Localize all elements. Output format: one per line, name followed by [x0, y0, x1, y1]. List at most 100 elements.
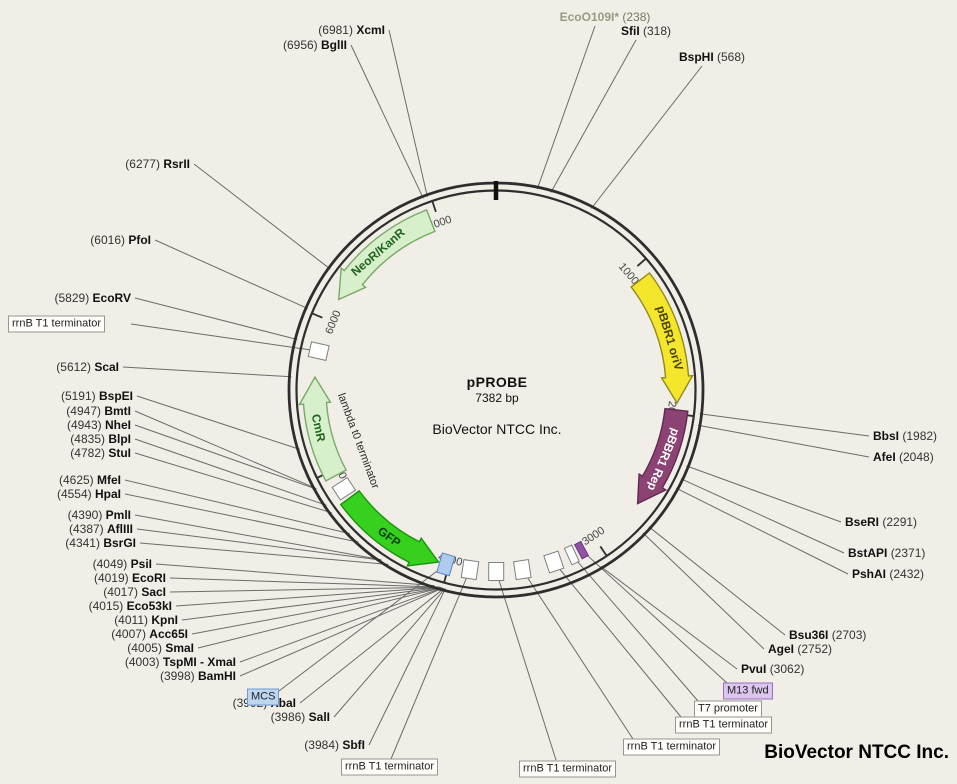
enzyme-name: SfiI	[620, 24, 640, 38]
enzyme-position: (4390)	[67, 508, 103, 522]
enzyme-name: BamHI	[197, 669, 236, 683]
enzyme-position: (4625)	[58, 473, 94, 487]
region-label-m13-fwd: M13 fwd	[723, 682, 773, 700]
enzyme-name: PvuI	[741, 662, 767, 676]
enzyme-name: BstAPI	[848, 546, 888, 560]
site-label-psii: (4049) PsiI	[93, 557, 152, 571]
tick-mark-6000	[311, 312, 323, 319]
enzyme-name: PfoI	[128, 233, 151, 247]
enzyme-name: Acc65I	[149, 627, 188, 641]
leader-line	[536, 25, 596, 190]
leader-line	[155, 563, 435, 587]
enzyme-name: EcoO109I*	[559, 10, 620, 24]
leader-line	[169, 577, 440, 588]
enzyme-position: (4782)	[70, 446, 105, 460]
leader-line	[675, 487, 849, 575]
region-label-rrnb-t1-terminator: rrnB T1 terminator	[8, 315, 106, 333]
leader-line	[134, 514, 382, 561]
enzyme-position: (1982)	[902, 429, 938, 443]
marker-rrnb-t1-terminator	[513, 559, 532, 581]
leader-line	[193, 163, 331, 270]
enzyme-position: (3998)	[159, 669, 195, 683]
feature-arrow-pbbr1-oriv	[630, 272, 694, 405]
site-label-eco53ki: (4015) Eco53kI	[89, 599, 172, 613]
site-label-bamhi: (3998) BamHI	[160, 669, 236, 683]
site-label-pmli: (4390) PmlI	[68, 508, 131, 522]
site-label-scai: (5612) ScaI	[56, 360, 119, 374]
plasmid-size: 7382 bp	[475, 391, 519, 405]
marker-m13-fwd	[573, 540, 590, 560]
enzyme-position: (4017)	[103, 585, 138, 599]
enzyme-position: (4019)	[93, 571, 129, 585]
leader-line	[136, 528, 382, 561]
site-label-pfoi: (6016) PfoI	[90, 233, 151, 247]
enzyme-position: (4003)	[124, 655, 160, 669]
region-label-t7-promoter: T7 promoter	[694, 700, 762, 718]
leader-line	[134, 424, 317, 490]
site-label-ecori: (4019) EcoRI	[94, 571, 166, 585]
enzyme-name: BglII	[321, 38, 347, 52]
enzyme-name: XcmI	[356, 23, 385, 37]
marker-t7-promoter	[563, 544, 580, 566]
enzyme-name: PmlI	[105, 508, 131, 522]
site-label-blpi: (4835) BlpI	[70, 432, 131, 446]
site-label-bsu36i: Bsu36I (2703)	[789, 628, 866, 642]
leader-line	[350, 44, 424, 199]
leader-line	[697, 424, 870, 458]
enzyme-position: (6981)	[318, 23, 353, 37]
enzyme-position: (2703)	[831, 628, 867, 642]
site-label-sbfi: (3984) SbfI	[304, 738, 365, 752]
leader-line	[139, 542, 389, 565]
enzyme-name: BmtI	[104, 404, 131, 418]
marker-lambda-t0-terminator	[331, 476, 357, 501]
enzyme-name: AgeI	[768, 642, 795, 656]
enzyme-position: (568)	[717, 50, 746, 64]
tick-mark-3000	[599, 545, 608, 557]
enzyme-position: (4015)	[88, 599, 124, 613]
site-label-pvui: PvuI (3062)	[741, 662, 804, 676]
enzyme-position: (4387)	[68, 522, 104, 536]
enzyme-position: (4947)	[66, 404, 101, 418]
enzyme-name: MfeI	[97, 473, 121, 487]
enzyme-position: (4835)	[70, 432, 105, 446]
enzyme-position: (2291)	[882, 515, 918, 529]
enzyme-name: NheI	[104, 418, 131, 432]
site-label-nhei: (4943) NheI	[67, 418, 131, 432]
leader-line	[239, 587, 444, 677]
leader-line	[553, 561, 682, 718]
leader-line	[699, 413, 870, 437]
site-label-bsphi: BspHI (568)	[679, 50, 745, 64]
enzyme-name: ScaI	[94, 360, 119, 374]
region-label-rrnb-t1-terminator: rrnB T1 terminator	[341, 758, 439, 776]
leader-line	[124, 479, 350, 535]
enzyme-name: SmaI	[165, 641, 194, 655]
enzyme-position: (4005)	[127, 641, 162, 655]
enzyme-position: (3984)	[304, 738, 339, 752]
enzyme-name: SacI	[141, 585, 166, 599]
enzyme-name: TspMI - XmaI	[162, 655, 236, 669]
site-label-ecorv: (5829) EcoRV	[55, 291, 132, 305]
leader-line	[600, 565, 738, 670]
site-label-afei: AfeI (2048)	[873, 450, 934, 464]
leader-line	[648, 526, 786, 636]
leader-line	[590, 65, 703, 209]
enzyme-name: BspEI	[98, 389, 133, 403]
site-label-acc65i: (4007) Acc65I	[111, 627, 188, 641]
site-label-bglii: (6956) BglII	[283, 38, 347, 52]
leader-line	[181, 586, 441, 621]
site-label-xcmi: (6981) XcmI	[318, 23, 385, 37]
site-label-bseri: BseRI (2291)	[845, 515, 917, 529]
enzyme-name: PsiI	[130, 557, 152, 571]
leader-line	[495, 571, 557, 761]
feature-label-cmr: CmR	[309, 413, 329, 444]
leader-line	[686, 465, 842, 523]
site-label-mfei: (4625) MfeI	[59, 473, 121, 487]
leader-line	[122, 366, 292, 378]
enzyme-name: SalI	[308, 710, 330, 724]
leader-line	[134, 452, 332, 514]
site-label-rsrii: (6277) RsrII	[125, 157, 190, 171]
enzyme-position: (6956)	[282, 38, 318, 52]
enzyme-position: (4341)	[65, 536, 100, 550]
